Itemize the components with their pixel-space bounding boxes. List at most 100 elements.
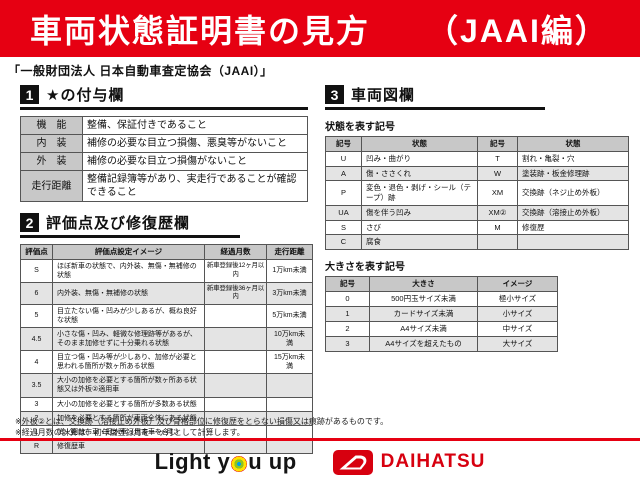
section-3-title: 車両図欄	[351, 87, 416, 104]
column-header: 走行距離	[266, 244, 313, 260]
star-criteria-table-body: 機 能整備、保証付きであること内 装補修の必要な目立つ損傷、悪臭等がないこと外 …	[20, 116, 308, 202]
table-header-row: 評価点 評価点設定イメージ 経過月数 走行距離	[20, 244, 313, 260]
column-header: 状態	[361, 136, 478, 152]
table-row: C 腐食	[325, 234, 629, 250]
table-cell: 15万km未満	[266, 350, 313, 375]
left-column: 1 ★の付与欄 機 能整備、保証付きであること内 装補修の必要な目立つ損傷、悪臭…	[20, 84, 316, 454]
table-cell: U	[325, 150, 362, 167]
table-cell: 補修の必要な目立つ損傷がないこと	[82, 152, 308, 171]
table-row: 2 加修を必要とする箇所が車両全体にある状態	[20, 410, 313, 426]
table-row: 2 A4サイズ未満 中サイズ	[325, 320, 558, 337]
table-cell: 5万km未満	[266, 303, 313, 329]
table-cell: S	[20, 258, 53, 283]
size-symbols-label: 大きさを表す記号	[325, 262, 405, 273]
star-criteria-table: 機 能整備、保証付きであること内 装補修の必要な目立つ損傷、悪臭等がないこと外 …	[20, 116, 308, 202]
table-cell: 極小サイズ	[477, 290, 558, 307]
table-row: 5 目立たない傷・凹みが少しあるが、概ね良好な状態 5万km未満	[20, 303, 313, 329]
table-cell: T	[477, 150, 518, 167]
table-header-row: 記号 大きさ イメージ	[325, 276, 558, 292]
footnotes: ※外板②とは、交換跡（溶接止め外板）及び骨格部位に修復歴をとらない損傷又は痕跡が…	[15, 416, 388, 438]
column-header: 経過月数	[204, 244, 267, 260]
table-cell: 4	[20, 350, 53, 375]
table-cell: 新車登録後36ヶ月以内	[204, 281, 267, 305]
table-cell: 機 能	[20, 116, 83, 135]
column-header: 記号	[325, 276, 370, 292]
table-cell: 交換跡（溶接止め外板）	[517, 204, 629, 221]
condition-symbols-table-body: U 凹み・曲がり T 割れ・亀裂・穴 A 傷・ささくれ W 塗装跡・板金修理跡 P 変色・退色・剥…	[325, 150, 629, 250]
table-row: UA 傷を伴う凹み XM② 交換跡（溶接止め外板）	[325, 204, 629, 221]
table-row: 1 カードサイズ未満 小サイズ	[325, 305, 558, 322]
table-cell: 傷を伴う凹み	[361, 204, 478, 221]
table-row: 1 消火剤散布車・冠水車（塩害車を含む）	[20, 424, 313, 440]
slogan-text-suffix: u up	[248, 449, 297, 474]
daihatsu-logo: DAIHATSU	[332, 449, 486, 475]
table-cell	[204, 350, 267, 375]
table-row: U 凹み・曲がり T 割れ・亀裂・穴	[325, 150, 629, 167]
table-cell: 中サイズ	[477, 320, 558, 337]
table-cell: 2	[325, 320, 370, 337]
table-cell: A4サイズを超えたもの	[369, 335, 478, 352]
table-cell: P	[325, 180, 362, 206]
table-cell: UA	[325, 204, 362, 221]
slogan-text-prefix: Light y	[154, 449, 231, 474]
condition-symbols-label: 状態を表す記号	[325, 122, 395, 133]
table-cell: 目立つ傷・凹み等が少しあり、加修が必要と思われる箇所が数ヶ所ある状態	[52, 350, 205, 375]
table-cell: A4サイズ未満	[369, 320, 478, 337]
table-cell: 0	[325, 290, 370, 307]
table-cell: S	[325, 219, 362, 236]
table-cell: 3	[20, 396, 53, 412]
right-column: 3 車両図欄 状態を表す記号 記号 状態 記号 状態 U 凹み・曲がり T 割れ・亀裂…	[325, 84, 630, 352]
table-cell: カードサイズ未満	[369, 305, 478, 322]
table-cell: 10万km未満	[266, 326, 313, 352]
table-cell	[204, 396, 267, 412]
table-cell: 1	[325, 305, 370, 322]
table-cell: M	[477, 219, 518, 236]
table-cell: XM	[477, 180, 518, 206]
size-symbols-table: 記号 大きさ イメージ 0 500円玉サイズ未満 極小サイズ 1 カードサイズ未満 小サイ…	[325, 276, 558, 352]
table-cell: 6	[20, 281, 53, 305]
table-row: 内 装補修の必要な目立つ損傷、悪臭等がないこと	[20, 134, 308, 153]
table-cell	[204, 303, 267, 329]
table-header-row: 記号 状態 記号 状態	[325, 136, 629, 152]
table-cell	[204, 373, 267, 398]
table-row: 3.5 大小の加修を必要とする箇所が数ヶ所ある状態又は外板②適用車	[20, 373, 313, 398]
table-cell: 大小の加修を必要とする箇所が数ヶ所ある状態又は外板②適用車	[52, 373, 205, 398]
section-1-header: 1 ★の付与欄	[20, 84, 308, 110]
section-2-header: 2 評価点及び修復歴欄	[20, 212, 240, 238]
table-cell	[204, 326, 267, 352]
table-cell: 500円玉サイズ未満	[369, 290, 478, 307]
table-row: 機 能整備、保証付きであること	[20, 116, 308, 135]
section-3-number-badge: 3	[325, 85, 344, 104]
table-cell: 外 装	[20, 152, 83, 171]
table-cell: 補修の必要な目立つ損傷、悪臭等がないこと	[82, 134, 308, 153]
table-cell: 目立たない傷・凹みが少しあるが、概ね良好な状態	[52, 303, 205, 329]
table-cell: 小サイズ	[477, 305, 558, 322]
table-cell: 大サイズ	[477, 335, 558, 352]
column-header: 記号	[477, 136, 518, 152]
table-cell	[266, 373, 313, 398]
table-row: 3 A4サイズを超えたもの 大サイズ	[325, 335, 558, 352]
table-cell: 修復歴	[517, 219, 629, 236]
color-target-icon	[231, 455, 248, 472]
table-row: 6 内外装、無傷・無補修の状態 新車登録後36ヶ月以内 3万km未満	[20, 281, 313, 305]
table-cell: 3	[325, 335, 370, 352]
table-cell: さび	[361, 219, 478, 236]
table-cell: 割れ・亀裂・穴	[517, 150, 629, 167]
section-1-number-badge: 1	[20, 85, 39, 104]
column-header: 評価点	[20, 244, 53, 260]
light-you-up-logo: Light y u up	[155, 449, 297, 475]
table-row: S ほぼ新車の状態で、内外装、無傷・無補修の状態 新車登録後12ヶ月以内 1万km未満	[20, 258, 313, 283]
daihatsu-wordmark: DAIHATSU	[380, 451, 486, 472]
table-row: 走行距離 整備記録簿等があり、実走行であることが確認できること	[20, 170, 308, 202]
condition-symbols-table: 記号 状態 記号 状態 U 凹み・曲がり T 割れ・亀裂・穴 A 傷・ささくれ W 塗装跡・板…	[325, 136, 629, 250]
organization-line: 「一般財団法人 日本自動車査定協会（JAAI）」	[8, 64, 273, 78]
section-2-number-badge: 2	[20, 213, 39, 232]
table-cell: 整備、保証付きであること	[82, 116, 308, 135]
size-symbols-table-body: 0 500円玉サイズ未満 極小サイズ 1 カードサイズ未満 小サイズ 2 A4サイズ未満 中サイ…	[325, 290, 558, 352]
table-cell: 大小の加修を必要とする箇所が多数ある状態	[52, 396, 205, 412]
table-cell: 走行距離	[20, 170, 83, 202]
column-header: イメージ	[477, 276, 558, 292]
table-cell: 内 装	[20, 134, 83, 153]
table-cell: 腐食	[361, 234, 478, 250]
section-3-header: 3 車両図欄	[325, 84, 545, 110]
